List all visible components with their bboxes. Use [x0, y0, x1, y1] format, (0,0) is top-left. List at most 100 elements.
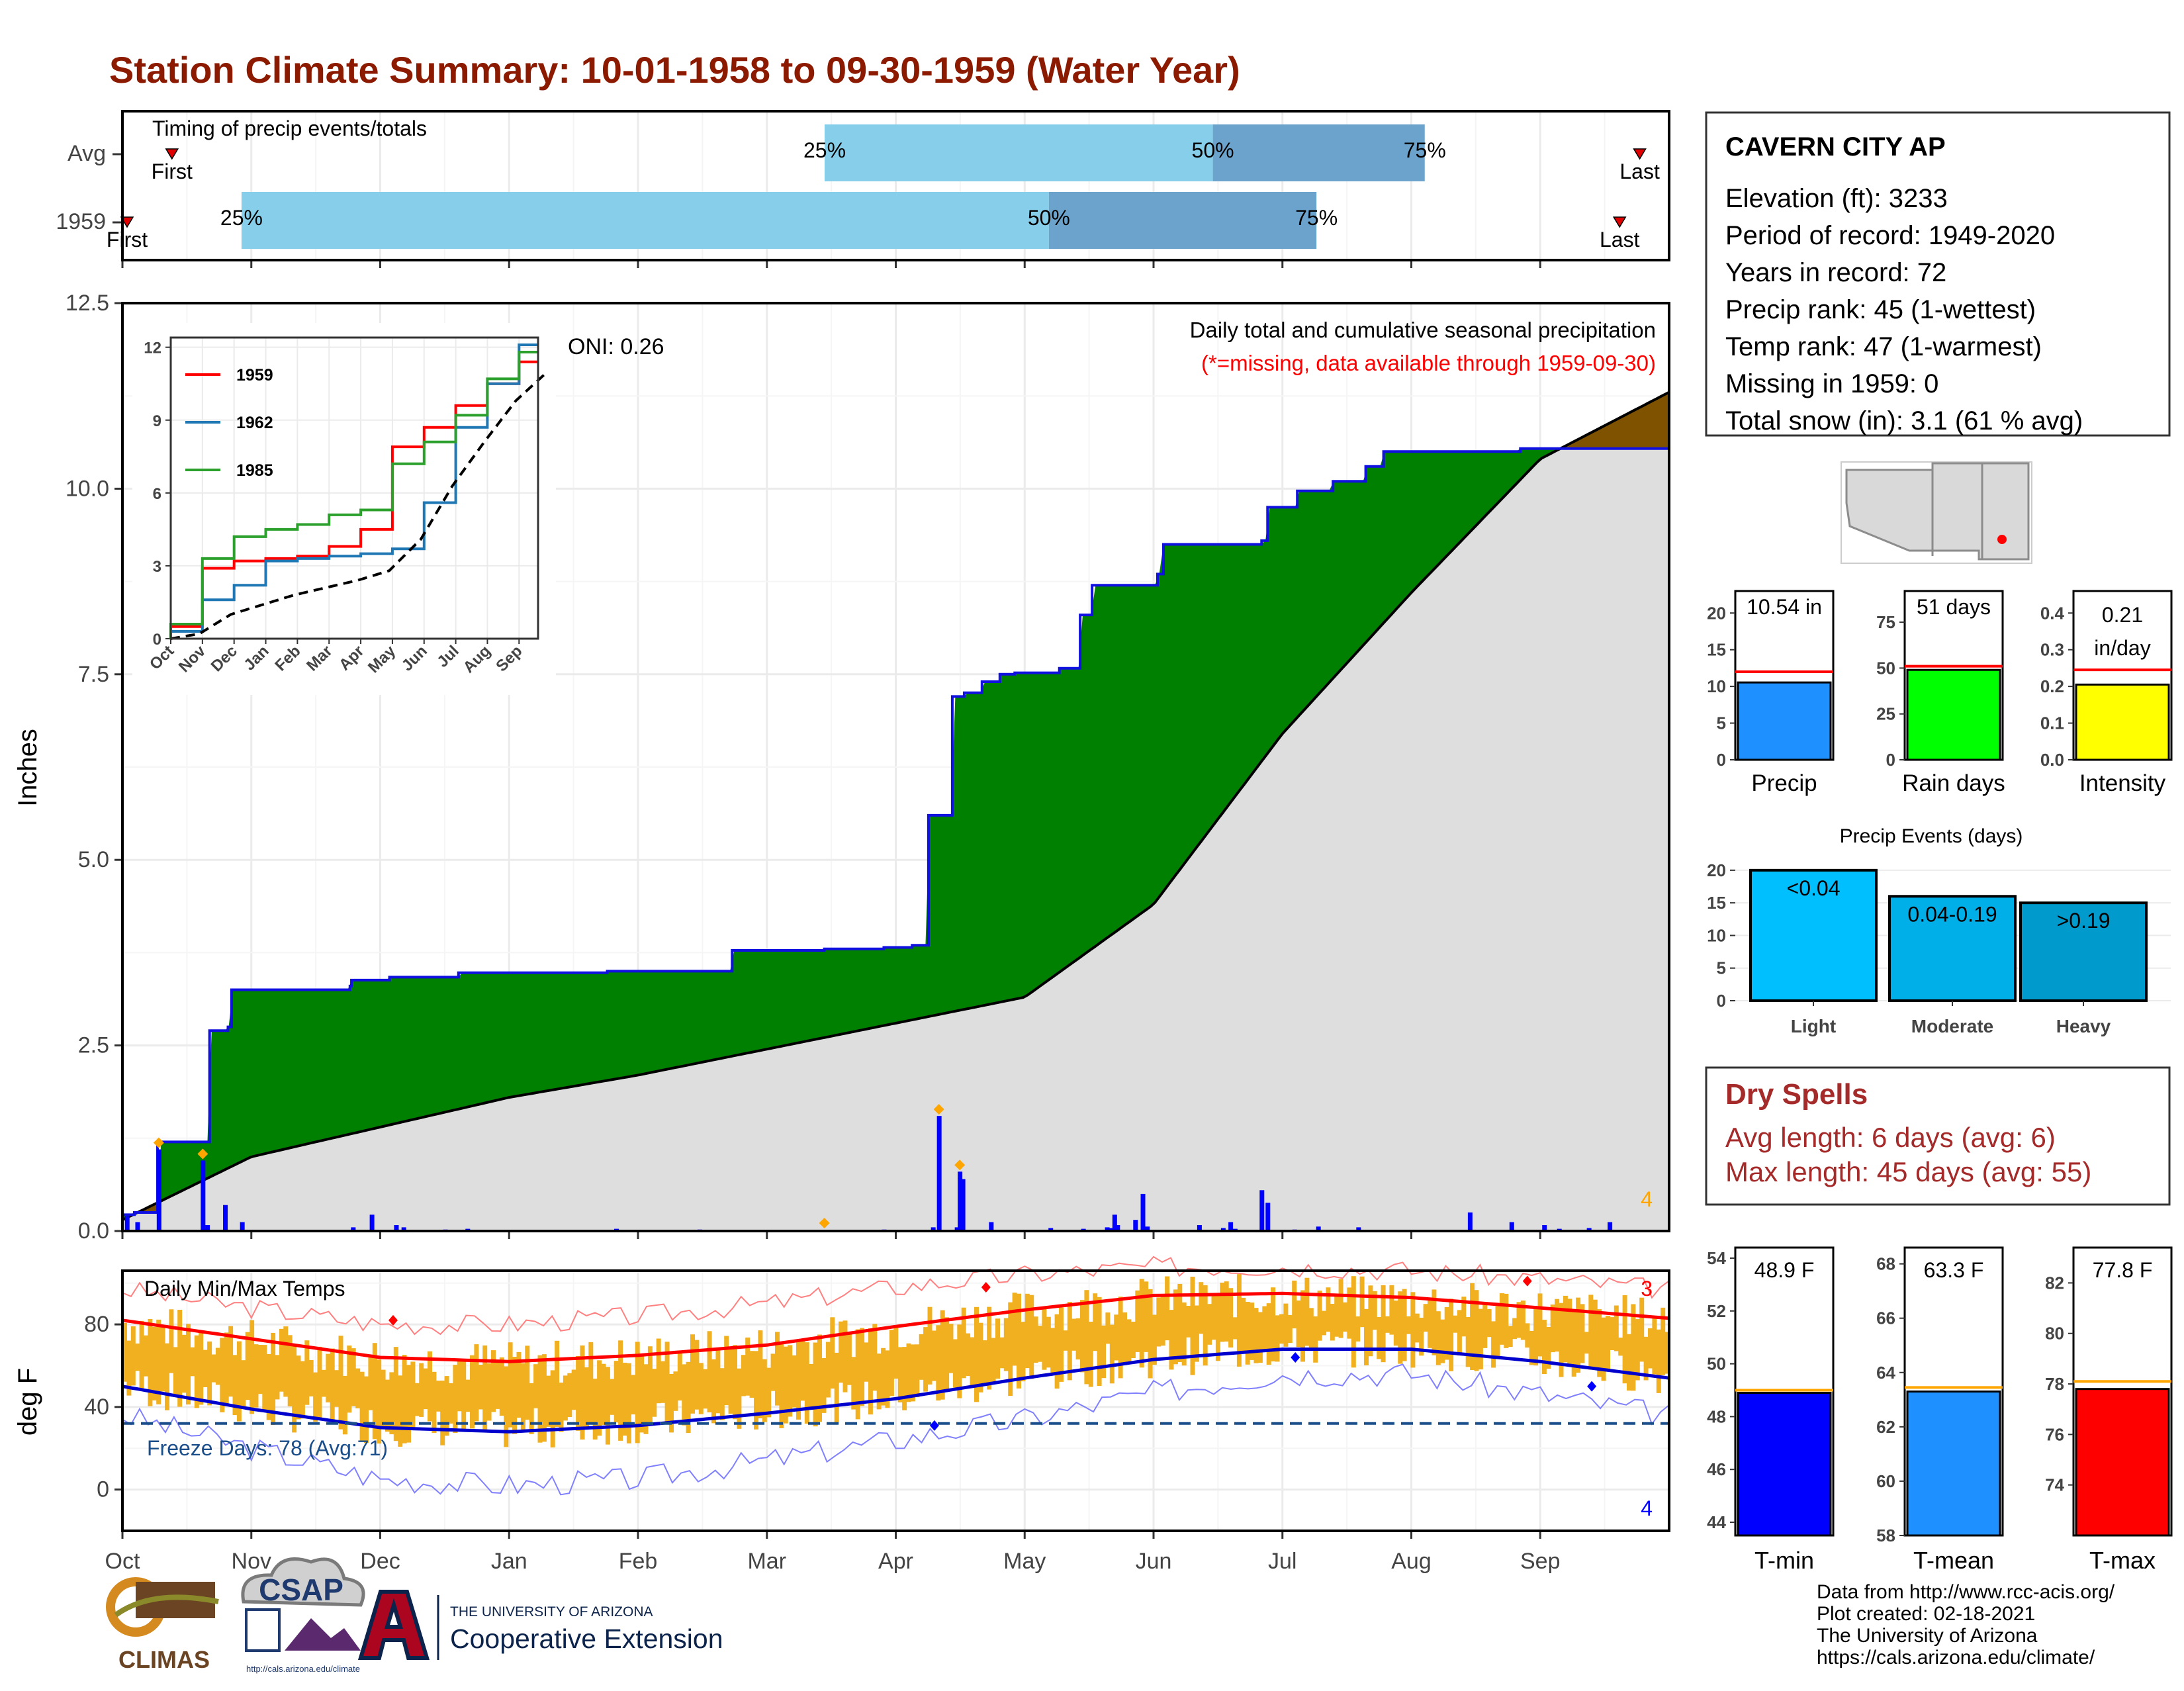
daily-temp-bar [1122, 1312, 1127, 1363]
daily-temp-bar [173, 1347, 178, 1396]
timing-title: Timing of precip events/totals [152, 116, 427, 140]
daily-temp-bar [186, 1324, 191, 1405]
daily-temp-bar [389, 1372, 394, 1435]
csap-logo-cloud [241, 1557, 365, 1607]
record-precip-marker [153, 1137, 164, 1148]
daily-temp-bar [1406, 1316, 1411, 1334]
daily-temp-bar [571, 1369, 576, 1410]
daily-temp-bar [555, 1340, 560, 1427]
daily-temp-bar [398, 1375, 403, 1447]
daily-temp-bar [181, 1334, 187, 1393]
precip-surplus-area [160, 448, 1559, 1201]
daily-temp-bar [1186, 1306, 1191, 1338]
daily-temp-bar [567, 1373, 572, 1417]
daily-temp-bar [1563, 1295, 1568, 1363]
daily-temp-bar [1075, 1318, 1081, 1360]
daily-temp-bar [148, 1319, 153, 1406]
daily-temp-bar [1118, 1297, 1123, 1379]
university-extension-name: Cooperative Extension [450, 1623, 723, 1654]
daily-temp-bar [546, 1375, 551, 1427]
record-temp-marker [1587, 1381, 1597, 1392]
daily-temp-bar [1317, 1291, 1322, 1341]
daily-temp-bar [122, 1322, 127, 1382]
month-label: Jun [1136, 1549, 1172, 1574]
summary-label: Precip [1751, 770, 1817, 796]
daily-temp-bar [745, 1337, 751, 1396]
daily-temp-bar [334, 1370, 340, 1407]
station-name: CAVERN CITY AP [1725, 132, 1946, 161]
daily-temp-bar [1631, 1304, 1636, 1391]
daily-temp-bar [228, 1326, 234, 1397]
daily-temp-bar [1402, 1289, 1407, 1361]
daily-precip-bar [369, 1214, 375, 1231]
temp-summary-bar [1737, 1391, 1832, 1537]
timing-pct-25: 25% [220, 206, 263, 230]
daily-temp-bar [313, 1372, 318, 1422]
daily-temp-bar [504, 1366, 509, 1447]
daily-temp-bar [733, 1345, 737, 1420]
daily-temp-bar [1241, 1297, 1246, 1353]
daily-temp-bar [1283, 1303, 1289, 1347]
daily-temp-bar [1232, 1317, 1238, 1340]
locator-map [1841, 461, 2032, 564]
daily-temp-bar [1330, 1304, 1335, 1341]
events-ytick-label: 20 [1707, 860, 1726, 880]
daily-temp-bar [241, 1360, 246, 1409]
daily-temp-bar [253, 1344, 259, 1408]
inset-ytick-label: 9 [153, 412, 161, 430]
precip-event-value: 0.04-0.19 [1907, 902, 1997, 926]
daily-temp-bar [236, 1341, 242, 1422]
temp-summary-ytick-label: 80 [2045, 1324, 2064, 1344]
csap-logo-text: CSAP [259, 1573, 343, 1607]
temp-summary-charts: 44 46 48 50 52 54 48.9 F T-min 58 60 62 64 66 68 63.3 … [1707, 1246, 2173, 1574]
daily-temp-bar [1144, 1281, 1149, 1352]
daily-temp-bar [1220, 1283, 1225, 1342]
precip-label-title: Daily total and cumulative seasonal prec… [1190, 318, 1656, 342]
record-temp-marker [1291, 1352, 1300, 1363]
daily-temp-bar [1559, 1303, 1564, 1377]
last-event-label: Last [1600, 228, 1640, 251]
daily-temp-bar [915, 1344, 920, 1398]
daily-temp-bar [1478, 1308, 1483, 1370]
summary-label: Rain days [1902, 770, 2005, 796]
precip-event-bar [1888, 895, 2017, 1003]
month-label: Dec [360, 1549, 400, 1574]
daily-temp-bar [698, 1363, 704, 1414]
daily-temp-bar [584, 1367, 589, 1430]
precip-ytick-label: 7.5 [78, 662, 109, 687]
first-event-marker [165, 148, 179, 160]
daily-temp-bar [893, 1328, 899, 1379]
daily-temp-bar [1038, 1326, 1042, 1362]
daily-temp-bar [1266, 1303, 1271, 1365]
precip-panel: 0.0 2.5 5.0 7.5 10.0 12.5 Daily total and cum… [13, 291, 1670, 1244]
daily-temp-bar [647, 1346, 653, 1423]
timing-bar-q1 [241, 192, 1049, 249]
daily-temp-bar [948, 1324, 954, 1373]
daily-temp-bar [1508, 1326, 1513, 1347]
daily-temp-bar [601, 1363, 606, 1425]
timing-bar-q2 [1212, 124, 1425, 181]
precip-average-line [122, 390, 1670, 1221]
daily-temp-bar [364, 1376, 369, 1443]
daily-temp-bar [199, 1331, 204, 1405]
daily-precip-bar [989, 1222, 994, 1231]
daily-precip-bar [1265, 1203, 1271, 1231]
daily-temp-bar [707, 1331, 712, 1412]
daily-temp-bar [1550, 1304, 1555, 1353]
daily-temp-bar [1021, 1322, 1026, 1382]
daily-temp-bar [804, 1342, 809, 1424]
record-precip-marker [933, 1104, 944, 1115]
daily-temp-bar [304, 1340, 310, 1405]
csap-logo-url: http://cals.arizona.edu/climate [246, 1664, 360, 1674]
daily-temp-bar [1228, 1288, 1234, 1348]
daily-temp-bar [257, 1345, 263, 1394]
daily-temp-bar [1580, 1304, 1585, 1363]
month-label: May [1003, 1549, 1046, 1574]
station-line: Temp rank: 47 (1-warmest) [1725, 332, 2042, 361]
record-temp-marker [981, 1281, 991, 1293]
daily-temp-bar [1300, 1290, 1305, 1362]
daily-temp-bar [813, 1342, 818, 1427]
temp-summary-value: 63.3 F [1924, 1258, 1984, 1282]
daily-temp-bar [1571, 1309, 1576, 1377]
